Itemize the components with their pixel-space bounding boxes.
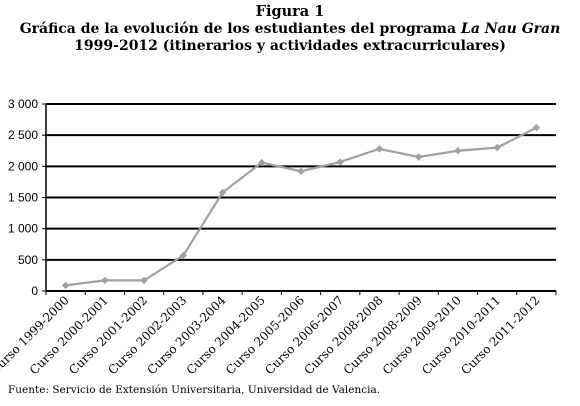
chart-title: Gráfica de la evolución de los estudiant…	[0, 21, 580, 55]
y-tick-label: 1 000	[8, 222, 38, 236]
data-point	[493, 143, 501, 152]
data-point	[61, 281, 70, 290]
data-point	[258, 158, 266, 167]
data-point	[101, 276, 109, 285]
series-line	[65, 126, 537, 287]
data-point	[297, 167, 305, 176]
figure-label: Figura 1	[255, 3, 325, 20]
title-line1-italic: La Nau Gran	[461, 21, 561, 37]
data-point	[218, 188, 227, 197]
series-line-group	[65, 126, 537, 287]
data-point	[336, 158, 344, 166]
y-tick-labels: 0 500 1 000 1 500 2 000 2 500 3 000	[8, 97, 38, 298]
title-line1-prefix: Gráfica de la evolución de los estudiant…	[19, 21, 461, 37]
y-tick-label: 1 500	[8, 191, 38, 205]
data-point	[454, 147, 462, 155]
y-tick-label: 0	[31, 284, 38, 298]
y-tick-label: 2 000	[8, 159, 38, 173]
data-point	[375, 145, 384, 153]
data-point	[532, 123, 541, 132]
y-tick-label: 2 500	[8, 128, 38, 142]
title-line2: 1999-2012 (itinerarios y actividades ext…	[74, 38, 506, 54]
grid-lines	[42, 103, 557, 295]
marker-group	[61, 123, 541, 290]
data-point	[179, 251, 188, 260]
data-point	[140, 276, 148, 285]
y-tick-label: 3 000	[8, 97, 38, 111]
y-tick-label: 500	[18, 253, 38, 267]
source-note: Fuente: Servicio de Extensión Universita…	[8, 384, 381, 396]
data-point	[414, 153, 423, 161]
